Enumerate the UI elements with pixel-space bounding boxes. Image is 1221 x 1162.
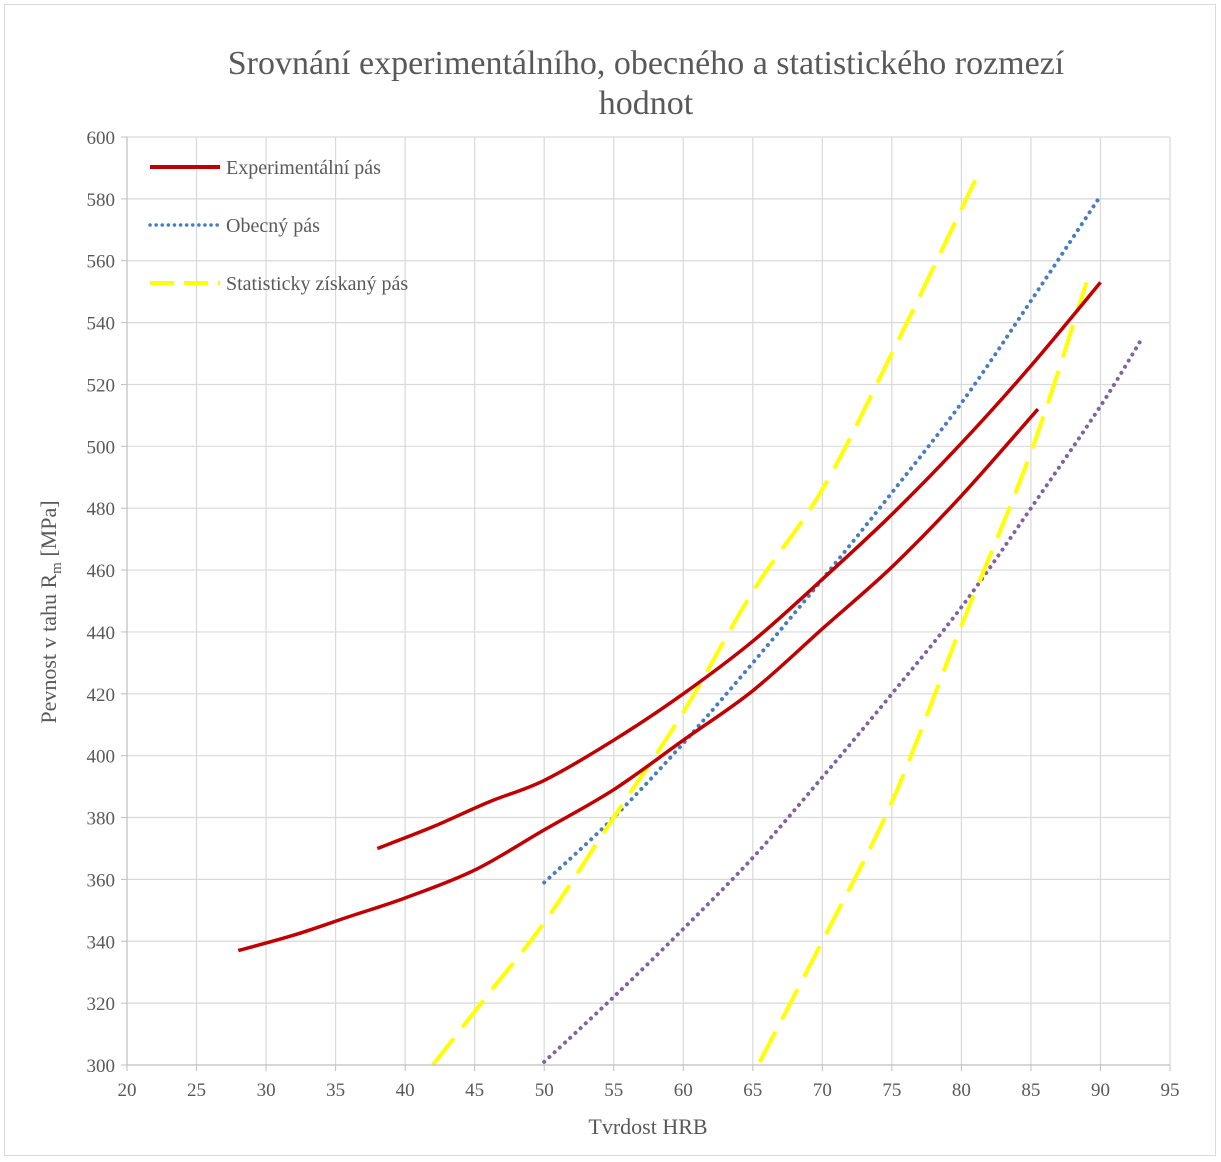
x-tick-label: 95 — [1161, 1080, 1180, 1101]
y-tick-label: 540 — [87, 314, 116, 335]
x-tick-label: 60 — [674, 1080, 693, 1101]
y-tick-label: 320 — [87, 994, 116, 1015]
y-tick-label: 500 — [87, 437, 116, 458]
x-tick-label: 70 — [813, 1080, 832, 1101]
x-tick-label: 50 — [535, 1080, 554, 1101]
y-tick-label: 340 — [87, 932, 116, 953]
x-tick-label: 35 — [326, 1080, 345, 1101]
x-tick-label: 90 — [1091, 1080, 1110, 1101]
x-tick-label: 80 — [952, 1080, 971, 1101]
y-axis-label-main: Pevnost v tahu R — [36, 574, 61, 724]
y-tick-label: 440 — [87, 623, 116, 644]
chart-title-line1: Srovnání experimentálního, obecného a st… — [228, 45, 1065, 82]
x-tick-label: 75 — [882, 1080, 901, 1101]
chart-frame — [4, 4, 1216, 1156]
series-line-4-dotted — [542, 336, 1145, 1064]
series-line-5-dashed — [431, 179, 978, 1067]
y-tick-label: 520 — [87, 375, 116, 396]
y-tick-label: 560 — [87, 252, 116, 273]
y-tick-label: 420 — [87, 685, 116, 706]
series-line-1-solid — [376, 281, 1102, 851]
y-tick-label: 380 — [87, 809, 116, 830]
y-tick-label: 600 — [87, 128, 116, 149]
y-axis-label: Pevnost v tahu Rm [MPa] — [36, 500, 65, 723]
chart-title-line2: hodnot — [599, 85, 694, 122]
legend-label-experimental: Experimentální pás — [226, 157, 381, 179]
y-axis-label-subscript: m — [49, 562, 65, 574]
legend-label-statistical: Statisticky získaný pás — [226, 273, 408, 295]
x-tick-label: 55 — [604, 1080, 623, 1101]
x-tick-label: 30 — [257, 1080, 276, 1101]
x-axis-label: Tvrdost HRB — [588, 1114, 707, 1139]
x-tick-label: 40 — [396, 1080, 415, 1101]
y-axis-label-unit: [MPa] — [36, 500, 61, 562]
y-tick-label: 480 — [87, 499, 116, 520]
legend-label-general: Obecný pás — [226, 215, 320, 237]
y-tick-label: 460 — [87, 561, 116, 582]
x-tick-label: 25 — [187, 1080, 206, 1101]
grid-lines — [127, 136, 1171, 1065]
y-tick-label: 400 — [87, 747, 116, 768]
y-tick-label: 360 — [87, 870, 116, 891]
series-line-2-solid — [237, 408, 1040, 953]
series-line-6-dashed — [758, 281, 1089, 1063]
series-layer — [237, 179, 1145, 1067]
x-tick-label: 45 — [465, 1080, 484, 1101]
x-tick-label: 65 — [743, 1080, 762, 1101]
axes: 20 25 30 35 40 45 50 55 60 65 70 75 80 85 90 95 300 320 34… — [87, 128, 1180, 1101]
legend: Experimentální pás Obecný pás Statistick… — [148, 157, 408, 295]
y-tick-label: 580 — [87, 190, 116, 211]
x-tick-label: 20 — [118, 1080, 137, 1101]
y-tick-label: 300 — [87, 1056, 116, 1077]
x-tick-label: 85 — [1021, 1080, 1040, 1101]
